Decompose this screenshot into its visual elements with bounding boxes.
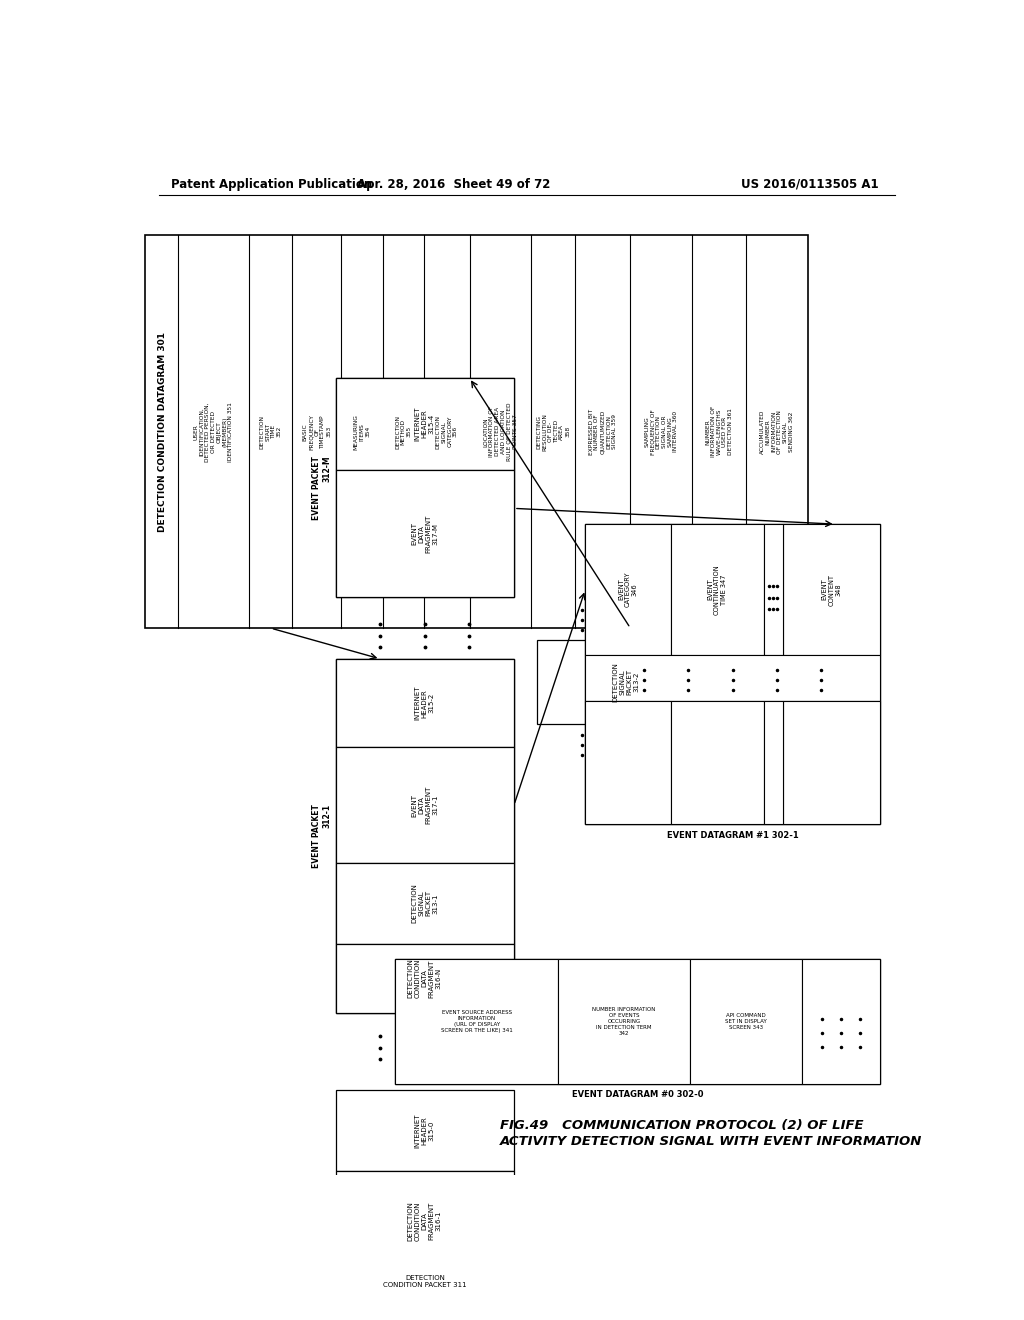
Text: NUMBER INFORMATION
OF EVENTS
OCCURRING
IN DETECTION TERM
342: NUMBER INFORMATION OF EVENTS OCCURRING I… [592, 1007, 655, 1036]
FancyBboxPatch shape [764, 524, 783, 655]
Text: Apr. 28, 2016  Sheet 49 of 72: Apr. 28, 2016 Sheet 49 of 72 [356, 178, 550, 190]
Text: EVENT PACKET
312-M: EVENT PACKET 312-M [312, 455, 332, 520]
FancyBboxPatch shape [395, 960, 558, 1084]
Text: ACTIVITY DETECTION SIGNAL WITH EVENT INFORMATION: ACTIVITY DETECTION SIGNAL WITH EVENT INF… [500, 1135, 923, 1148]
Text: DETECTION CONDITION DATAGRAM 301: DETECTION CONDITION DATAGRAM 301 [158, 331, 167, 532]
Text: EVENT DATAGRAM #0 302-0: EVENT DATAGRAM #0 302-0 [571, 1090, 703, 1100]
Text: INTERNET
HEADER
315-4: INTERNET HEADER 315-4 [415, 407, 435, 441]
FancyBboxPatch shape [336, 470, 514, 598]
Text: DETECTION
SIGNAL
PACKET
313-1: DETECTION SIGNAL PACKET 313-1 [412, 883, 438, 923]
FancyBboxPatch shape [145, 235, 808, 628]
Text: EVENT DATAGRAM #1 302-1: EVENT DATAGRAM #1 302-1 [667, 830, 799, 840]
FancyBboxPatch shape [336, 1090, 514, 1171]
FancyBboxPatch shape [395, 960, 880, 1084]
FancyBboxPatch shape [586, 655, 880, 701]
FancyBboxPatch shape [586, 701, 880, 825]
FancyBboxPatch shape [802, 960, 880, 1084]
Text: LOCATION
INFORMATION OF
DETECTED AREA
AND LOCATION
RULE OF DETECTED
POINTS 357: LOCATION INFORMATION OF DETECTED AREA AN… [483, 403, 517, 461]
Text: USER
IDENTIFICATION,
DETECTED PERSON,
OR DETECTED
OBJECT
(MEMBER)
IDENTIFICATION: USER IDENTIFICATION, DETECTED PERSON, OR… [194, 401, 233, 462]
FancyBboxPatch shape [690, 960, 802, 1084]
Text: EVENT
CATEGORY
346: EVENT CATEGORY 346 [617, 572, 638, 607]
Text: EXPRESSED BIT
NUMBER OF
QUANTUMIZED
DETECTION
SIGNAL 359: EXPRESSED BIT NUMBER OF QUANTUMIZED DETE… [589, 409, 616, 455]
Text: NUMBER
INFORMATION OF
WAVE-LENGTHS
USED FOR
DETECTION 361: NUMBER INFORMATION OF WAVE-LENGTHS USED … [705, 407, 733, 457]
Text: MEASURING
ITEMS
354: MEASURING ITEMS 354 [353, 413, 371, 450]
Text: ACCUMULATED
NUMBER
INFORMATION
OF DETECTION
SIGNAL
SENDING 362: ACCUMULATED NUMBER INFORMATION OF DETECT… [760, 409, 794, 454]
Text: DETECTION
START
TIME
352: DETECTION START TIME 352 [259, 414, 282, 449]
Text: US 2016/0113505 A1: US 2016/0113505 A1 [741, 178, 879, 190]
Text: DETECTION
SIGNAL
PACKET
313-2: DETECTION SIGNAL PACKET 313-2 [612, 663, 640, 702]
FancyBboxPatch shape [586, 524, 880, 825]
FancyBboxPatch shape [671, 524, 764, 655]
FancyBboxPatch shape [586, 524, 671, 655]
Text: INTERNET
HEADER
315-0: INTERNET HEADER 315-0 [415, 1113, 435, 1148]
FancyBboxPatch shape [336, 659, 514, 1014]
Text: DETECTION
CONDITION PACKET 311: DETECTION CONDITION PACKET 311 [383, 1275, 467, 1288]
FancyBboxPatch shape [336, 378, 514, 470]
FancyBboxPatch shape [336, 659, 514, 747]
FancyBboxPatch shape [336, 863, 514, 944]
Text: API COMMAND
SET IN DISPLAY
SCREEN 343: API COMMAND SET IN DISPLAY SCREEN 343 [725, 1014, 767, 1030]
Text: DETECTION
CONDITION
DATA
FRAGMENT
316-1: DETECTION CONDITION DATA FRAGMENT 316-1 [408, 1201, 441, 1241]
FancyBboxPatch shape [764, 701, 783, 825]
FancyBboxPatch shape [336, 378, 514, 598]
Text: EVENT
CONTENT
348: EVENT CONTENT 348 [821, 574, 842, 606]
FancyBboxPatch shape [783, 524, 880, 655]
Text: EVENT
CONTINUATION
TIME 347: EVENT CONTINUATION TIME 347 [707, 564, 727, 615]
Text: EVENT
DATA
FRAGMENT
317-M: EVENT DATA FRAGMENT 317-M [412, 515, 438, 553]
Text: INTERNET
HEADER
315-2: INTERNET HEADER 315-2 [415, 686, 435, 721]
FancyBboxPatch shape [558, 960, 690, 1084]
Text: SAMPLING
FREQUENCY OF
DETECTION
SIGNAL OR
SAMPLING
INTERVAL 360: SAMPLING FREQUENCY OF DETECTION SIGNAL O… [644, 409, 678, 454]
Text: DETECTION
METHOD
355: DETECTION METHOD 355 [395, 414, 412, 449]
FancyBboxPatch shape [336, 1171, 514, 1271]
FancyBboxPatch shape [336, 944, 514, 1014]
Text: EVENT SOURCE ADDRESS
INFORMATION
(URL OF DISPLAY
SCREEN OR THE LIKE) 341: EVENT SOURCE ADDRESS INFORMATION (URL OF… [441, 1010, 513, 1032]
Text: DETECTING
RESOLUTION
OF DE-
TECTED
AREA
358: DETECTING RESOLUTION OF DE- TECTED AREA … [537, 413, 570, 450]
Text: DETECTION
SIGNAL
CATEGORY
356: DETECTION SIGNAL CATEGORY 356 [435, 414, 458, 449]
FancyBboxPatch shape [336, 747, 514, 863]
FancyBboxPatch shape [671, 701, 764, 825]
Text: EVENT
DATA
FRAGMENT
317-1: EVENT DATA FRAGMENT 317-1 [412, 785, 438, 825]
Text: BASIC
FREQUENCY
OF
TIMESTAMP
353: BASIC FREQUENCY OF TIMESTAMP 353 [303, 413, 331, 450]
FancyBboxPatch shape [783, 701, 880, 825]
FancyBboxPatch shape [586, 701, 671, 825]
Text: Patent Application Publication: Patent Application Publication [171, 178, 372, 190]
Text: EVENT PACKET
312-1: EVENT PACKET 312-1 [312, 804, 332, 869]
FancyBboxPatch shape [538, 640, 716, 725]
Text: DETECTION
CONDITION
DATA
FRAGMENT
316-N: DETECTION CONDITION DATA FRAGMENT 316-N [408, 958, 441, 998]
Text: FIG.49   COMMUNICATION PROTOCOL (2) OF LIFE: FIG.49 COMMUNICATION PROTOCOL (2) OF LIF… [500, 1119, 863, 1133]
